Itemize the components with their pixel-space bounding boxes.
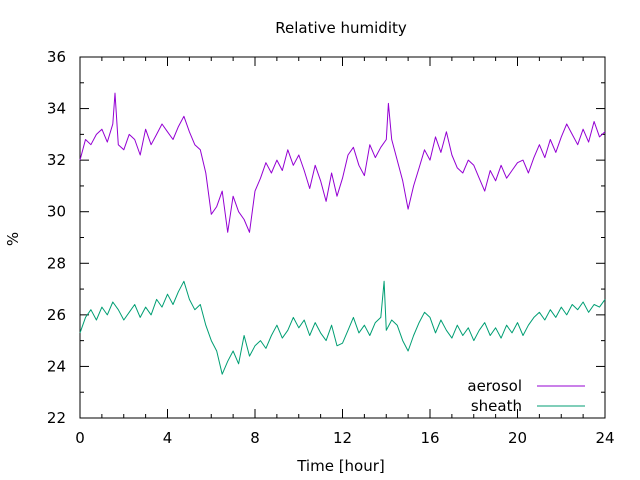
y-axis-label: % — [4, 232, 22, 246]
x-tick-label: 0 — [75, 429, 85, 447]
y-tick-label: 28 — [47, 254, 66, 272]
x-tick-label: 8 — [250, 429, 260, 447]
series-lines — [79, 92, 606, 375]
chart-title: Relative humidity — [275, 19, 407, 37]
y-tick-label: 32 — [47, 151, 66, 169]
legend: aerosol sheath — [467, 377, 585, 415]
axis-ticks: 0 4 8 12 16 20 24 22 24 26 28 30 32 34 36 — [47, 48, 615, 447]
series-line-sheath — [79, 280, 606, 375]
legend-label-aerosol: aerosol — [467, 377, 522, 395]
x-axis-label: Time [hour] — [296, 457, 385, 475]
x-tick-label: 24 — [595, 429, 614, 447]
plot-border — [79, 56, 606, 419]
y-tick-label: 34 — [47, 100, 66, 118]
x-tick-label: 4 — [163, 429, 173, 447]
legend-label-sheath: sheath — [471, 397, 522, 415]
y-tick-label: 26 — [47, 306, 66, 324]
x-tick-label: 12 — [333, 429, 352, 447]
y-tick-label: 22 — [47, 409, 66, 427]
y-tick-label: 24 — [47, 357, 66, 375]
series-line-aerosol — [79, 92, 606, 233]
y-tick-label: 36 — [47, 48, 66, 66]
plot-area — [79, 56, 606, 419]
y-tick-label: 30 — [47, 203, 66, 221]
x-tick-label: 20 — [508, 429, 527, 447]
x-tick-label: 16 — [420, 429, 439, 447]
